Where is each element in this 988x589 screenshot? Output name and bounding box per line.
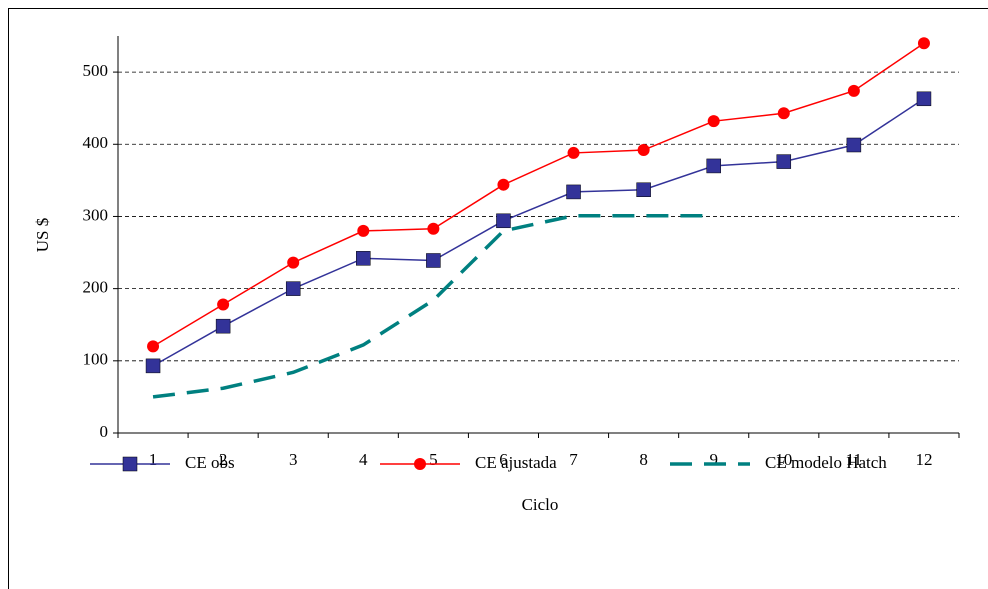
x-tick-label: 9 [709, 450, 718, 469]
legend-label: CE ajustada [475, 453, 557, 472]
x-tick-label: 1 [149, 450, 158, 469]
chart-frame [8, 8, 988, 589]
y-tick-label: 400 [83, 133, 109, 152]
x-tick-label: 12 [915, 450, 932, 469]
legend-label: CE obs [185, 453, 235, 472]
point [215, 318, 231, 334]
point [427, 222, 440, 235]
x-axis-label: Ciclo [522, 495, 559, 514]
y-tick-label: 0 [100, 422, 109, 441]
point [846, 137, 862, 153]
point [356, 251, 371, 266]
y-tick-label: 200 [83, 278, 109, 297]
series-line [152, 98, 925, 367]
point [566, 184, 581, 200]
point [637, 144, 650, 157]
point [776, 154, 792, 169]
x-tick-label: 3 [289, 450, 298, 469]
point [147, 340, 160, 353]
x-tick-label: 10 [775, 450, 792, 469]
x-tick-label: 8 [639, 450, 648, 469]
x-tick-label: 4 [359, 450, 368, 469]
point [217, 298, 230, 311]
x-tick-label: 5 [429, 450, 438, 469]
point [426, 253, 441, 268]
point [707, 115, 720, 128]
y-tick-label: 300 [83, 205, 109, 224]
point [706, 158, 721, 174]
point [847, 84, 860, 97]
point [357, 224, 370, 237]
point [496, 213, 511, 229]
point [916, 91, 932, 107]
legend-label: CE modelo Hatch [765, 453, 887, 472]
point [917, 37, 930, 50]
point [145, 358, 161, 374]
point [777, 107, 790, 120]
x-tick-label: 11 [846, 450, 862, 469]
point [567, 146, 580, 159]
series-line [152, 213, 714, 399]
legend-marker [414, 458, 426, 470]
x-tick-label: 2 [219, 450, 228, 469]
series-line [152, 42, 925, 348]
y-tick-label: 500 [83, 61, 109, 80]
legend-marker [122, 456, 138, 472]
point [287, 256, 300, 269]
y-tick-label: 100 [83, 350, 109, 369]
point [285, 281, 301, 296]
y-axis-label: US $ [33, 218, 52, 252]
x-tick-label: 6 [499, 450, 508, 469]
x-tick-label: 7 [569, 450, 578, 469]
point [497, 178, 510, 191]
point [636, 182, 651, 197]
